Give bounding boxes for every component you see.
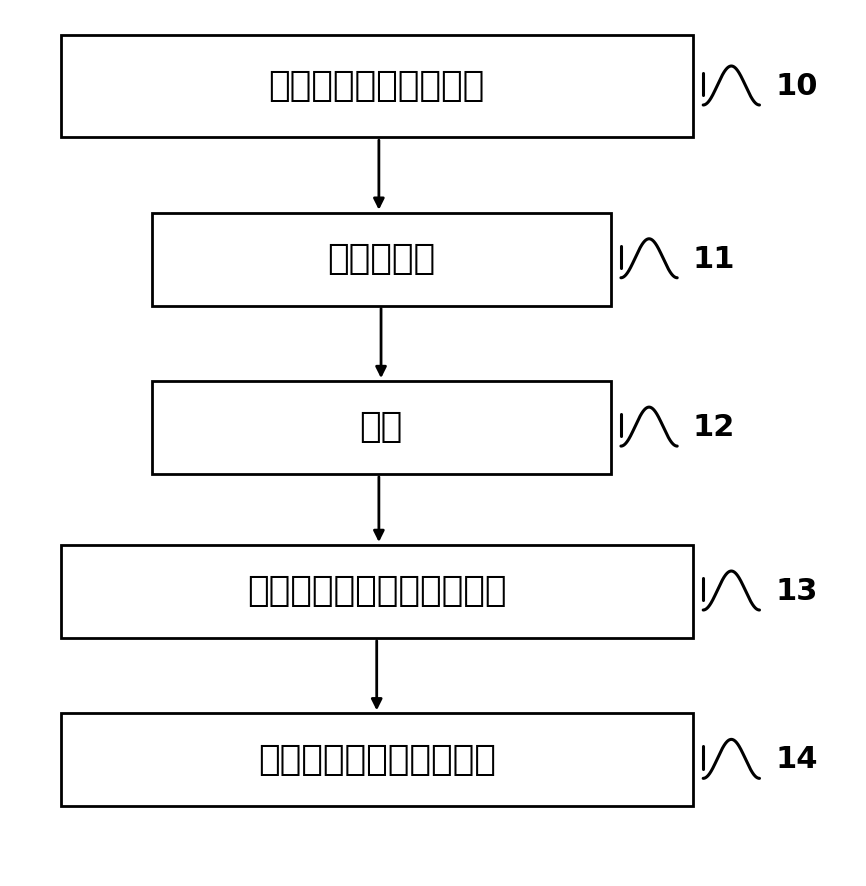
Bar bbox=[61, 545, 693, 638]
Text: 12: 12 bbox=[693, 413, 735, 442]
Text: 13: 13 bbox=[775, 577, 818, 606]
Text: 碳膜或金属膜电阻印刷: 碳膜或金属膜电阻印刷 bbox=[268, 69, 485, 104]
Bar bbox=[61, 35, 693, 137]
Text: 10: 10 bbox=[775, 72, 818, 101]
Text: 热固法烤板: 热固法烤板 bbox=[327, 242, 435, 276]
Text: 14: 14 bbox=[775, 745, 818, 774]
Bar bbox=[61, 713, 693, 806]
Bar bbox=[152, 213, 611, 306]
Text: 自动测试及激光快速调阻: 自动测试及激光快速调阻 bbox=[258, 742, 495, 777]
Text: 绿漆印刷及紫外线照射固定: 绿漆印刷及紫外线照射固定 bbox=[247, 574, 507, 609]
Text: 11: 11 bbox=[693, 245, 735, 274]
Bar bbox=[152, 381, 611, 474]
Text: 测试: 测试 bbox=[359, 410, 403, 445]
